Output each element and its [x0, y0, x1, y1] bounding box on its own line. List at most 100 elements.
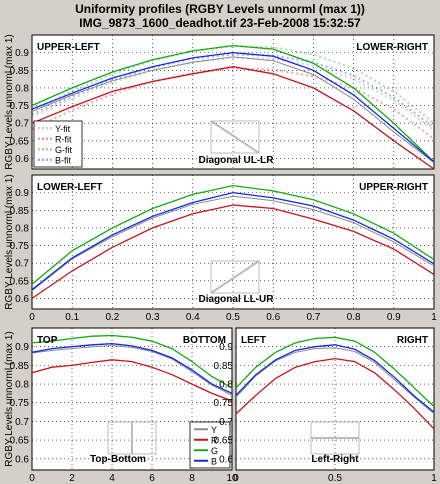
panel-caption: Diagonal LL-UR [199, 294, 275, 305]
corner-label-right: RIGHT [397, 335, 428, 346]
corner-label-right: BOTTOM [183, 335, 226, 346]
series-line-G [235, 336, 435, 407]
y-tick-label: 0.6 [219, 454, 233, 465]
y-tick-label: 0.85 [10, 361, 30, 372]
thumb-path [210, 260, 260, 294]
y-axis-label: RGBY Levels unnorml (max 1) [4, 34, 15, 169]
figure-title-line1: Uniformity profiles (RGBY Levels unnorml… [75, 2, 365, 16]
x-tick-label: 0.5 [226, 312, 240, 323]
legend-label-G: G [211, 446, 218, 456]
x-tick-label: 1 [431, 473, 437, 484]
y-tick-label: 0.75 [214, 398, 234, 409]
x-tick-label: 0 [233, 473, 239, 484]
y-tick-label: 0.75 [10, 241, 30, 252]
corner-label-left: LOWER-LEFT [37, 182, 103, 193]
series-line-R [235, 357, 435, 430]
y-tick-label: 0.6 [15, 454, 29, 465]
y-tick-label: 0.7 [15, 119, 29, 130]
x-tick-label: 8 [189, 473, 195, 484]
legend-label-R: R-fit [55, 134, 72, 144]
y-tick-label: 0.75 [10, 398, 30, 409]
series-line-Y [31, 56, 435, 164]
corner-label-left: TOP [37, 335, 58, 346]
y-tick-label: 0.85 [214, 361, 234, 372]
y-tick-label: 0.7 [219, 417, 233, 428]
corner-label-left: UPPER-LEFT [37, 42, 100, 53]
series-line-B [235, 344, 435, 413]
legend-label-R: R [211, 435, 218, 445]
x-tick-label: 0.4 [186, 312, 200, 323]
x-tick-label: 0.7 [306, 312, 320, 323]
y-tick-label: 0.8 [15, 380, 29, 391]
series-line-Y [31, 195, 435, 292]
fit-line-G [31, 45, 435, 125]
series-line-G [31, 184, 435, 285]
x-tick-label: 0.9 [387, 312, 401, 323]
fit-line-Y [31, 56, 435, 132]
legend-label-B: B-fit [55, 155, 72, 165]
plot-area [235, 327, 435, 471]
x-tick-label: 10 [226, 473, 238, 484]
panel-diag-ll-ur: 0.6 0.65 0.7 0.75 0.8 0.85 0.9 0 0.1 0.2 0.3 0.4 0.5… [4, 174, 437, 323]
y-tick-label: 0.9 [15, 188, 29, 199]
y-tick-label: 0.8 [219, 380, 233, 391]
series-line-R [31, 359, 233, 402]
corner-label-right: LOWER-RIGHT [356, 42, 428, 53]
x-tick-label: 2 [69, 473, 75, 484]
x-tick-label: 0.6 [266, 312, 280, 323]
x-tick-label: 1 [431, 312, 437, 323]
series-line-Y [31, 345, 233, 396]
x-tick-label: 0 [29, 312, 35, 323]
horizontal-thumbnail [310, 421, 360, 455]
y-tick-label: 0.9 [219, 342, 233, 353]
panel-caption: Top-Bottom [90, 454, 146, 465]
legend-label-G: G-fit [55, 145, 72, 155]
y-tick-label: 0.65 [214, 436, 234, 447]
series-line-Y [235, 347, 435, 415]
y-tick-label: 0.6 [15, 154, 29, 165]
y-tick-label: 0.75 [10, 101, 30, 112]
series-line-R [31, 66, 435, 170]
thumb-frame [210, 260, 260, 294]
x-tick-label: 6 [149, 473, 155, 484]
x-tick-label: 0.8 [347, 312, 361, 323]
y-tick-label: 0.7 [15, 417, 29, 428]
y-tick-label: 0.85 [10, 66, 30, 77]
legend-label-B: B [211, 456, 217, 466]
panel-left-right: 0.6 0.65 0.7 0.75 0.8 0.85 0.9 0 0.5 1 LEFT RIGHT… [214, 327, 437, 484]
thumb-path [210, 120, 260, 154]
vertical-thumbnail [107, 421, 157, 455]
diagonal-thumbnail [210, 260, 260, 294]
legend-box [33, 120, 83, 168]
y-tick-label: 0.65 [10, 436, 30, 447]
x-tick-label: 0 [29, 473, 35, 484]
y-tick-label: 0.7 [15, 259, 29, 270]
y-tick-label: 0.65 [10, 136, 30, 147]
fit-line-R [31, 67, 435, 140]
y-tick-label: 0.65 [10, 276, 30, 287]
x-tick-label: 0.1 [65, 312, 79, 323]
y-axis-label: RGBY Levels unnorml (max 1) [4, 331, 15, 466]
panel-caption: Diagonal UL-LR [199, 155, 275, 166]
figure-title-line2: IMG_9873_1600_deadhot.tif 23-Feb-2008 15… [79, 16, 361, 30]
series-line-G [31, 44, 435, 163]
panel-diag-ul-lr: 0.6 0.65 0.7 0.75 0.8 0.85 0.9 RGBY Levels unn… [4, 34, 435, 170]
panel-caption: Left-Right [311, 454, 359, 465]
legend-label-Y: Y-fit [55, 124, 71, 134]
y-tick-label: 0.8 [15, 223, 29, 234]
y-tick-label: 0.9 [15, 342, 29, 353]
corner-label-right: UPPER-RIGHT [359, 182, 428, 193]
y-tick-label: 0.85 [10, 206, 30, 217]
series-line-B [31, 343, 233, 394]
y-tick-label: 0.6 [15, 294, 29, 305]
thumb-frame [210, 120, 260, 154]
y-tick-label: 0.9 [15, 48, 29, 59]
corner-label-left: LEFT [241, 335, 266, 346]
x-tick-label: 4 [109, 473, 115, 484]
series-line-B [31, 191, 435, 291]
y-axis-label: RGBY Levels unnorml (max 1) [4, 174, 15, 309]
legend-label-Y: Y [211, 425, 217, 435]
